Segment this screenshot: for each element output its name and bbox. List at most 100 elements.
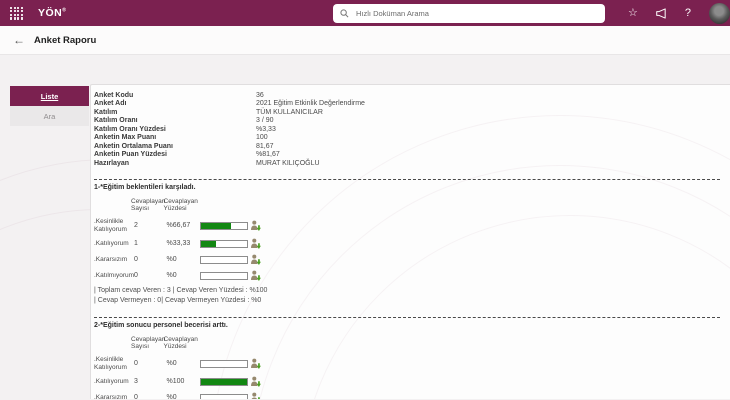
summary-line: | Toplam cevap Veren : 3 | Cevap Veren Y…	[94, 286, 720, 296]
answer-bar	[199, 393, 248, 399]
announcements-icon[interactable]	[655, 7, 668, 19]
user-avatar[interactable]	[709, 2, 730, 24]
report-panel: Anket Kodu 36 Anket Adı 2021 Eğitim Etkinli…	[90, 84, 730, 399]
respondents-person-icon[interactable]	[250, 238, 261, 250]
app-launcher-icon[interactable]	[10, 6, 23, 20]
answer-bar	[199, 271, 248, 280]
info-row-value: %3,33	[256, 125, 276, 133]
answer-bar	[199, 255, 248, 264]
info-row-label: Anketin Ortalama Puanı	[94, 142, 173, 150]
column-header: Cevaplayan Yüzdesi	[163, 336, 198, 351]
answer-label: .Kararsızım	[94, 394, 128, 399]
search-box	[333, 4, 605, 23]
info-row-value: 2021 Eğitim Etkinlik Değerlendirme	[256, 100, 365, 108]
answer-percent: %0	[166, 394, 177, 399]
questions-container: 1-*Eğitim beklentileri karşıladı. Cevapla…	[94, 179, 720, 399]
answer-count: 0	[134, 256, 138, 264]
respondents-person-icon[interactable]	[250, 376, 261, 388]
answer-row: .Katılıyorum 3 %100	[94, 376, 720, 388]
info-row-label: Anket Kodu	[94, 92, 134, 99]
answer-label: .Katılıyorum	[94, 378, 129, 386]
question-block: 2-*Eğitim sonucu personel becerisi arttı…	[94, 317, 720, 399]
respondents-person-icon[interactable]	[250, 392, 261, 399]
answer-count: 1	[134, 240, 138, 248]
column-header: Cevaplayan Yüzdesi	[163, 198, 198, 213]
info-row-value: 100	[256, 134, 268, 142]
answer-bar	[199, 377, 248, 386]
back-button[interactable]: ←	[13, 33, 25, 47]
info-row-label: Anket Adı	[94, 100, 127, 108]
info-row-value: 36	[256, 92, 264, 99]
answer-row: .Kesinlikle Katılıyorum 2 %66,67	[94, 218, 720, 233]
answer-bar	[199, 359, 248, 368]
info-row: Anket Kodu 36	[94, 92, 720, 100]
respondents-person-icon[interactable]	[250, 270, 261, 282]
info-row: Anketin Max Puanı 100	[94, 134, 720, 142]
sidebar-tab-liste[interactable]: Liste	[10, 86, 89, 106]
answer-bar-fill	[200, 222, 232, 229]
info-table: Anket Kodu 36 Anket Adı 2021 Eğitim Etkinli…	[94, 92, 720, 168]
answer-percent: %0	[166, 256, 177, 264]
info-row-label: Katılım Oranı	[94, 117, 138, 125]
info-row: Anketin Ortalama Puanı 81,67	[94, 143, 720, 151]
question-title: 2-*Eğitim sonucu personel becerisi arttı…	[94, 322, 228, 330]
respondents-person-icon[interactable]	[250, 254, 261, 266]
answer-percent: %0	[166, 360, 177, 368]
info-row-value: %81,67	[256, 151, 280, 159]
respondents-person-icon[interactable]	[250, 358, 261, 370]
answer-percent: %100	[166, 378, 185, 386]
question-title: 1-*Eğitim beklentileri karşıladı.	[94, 184, 196, 192]
info-row: Anket Adı 2021 Eğitim Etkinlik Değerlendi…	[94, 100, 720, 108]
favorites-star-icon[interactable]: ☆	[628, 6, 638, 19]
logo-text: YÖN	[38, 7, 63, 19]
answer-label: .Katılıyorum	[94, 240, 129, 248]
info-row-label: Katılım Oranı Yüzdesi	[94, 125, 166, 133]
answer-bar	[199, 221, 248, 230]
search-input[interactable]	[354, 8, 598, 19]
summary-line: | Cevap Vermeyen : 0| Cevap Vermeyen Yüz…	[94, 296, 720, 306]
info-row-label: Katılım	[94, 108, 118, 116]
answer-percent: %33,33	[166, 240, 191, 248]
respondents-person-icon[interactable]	[250, 220, 261, 232]
info-row: Katılım Oranı Yüzdesi %3,33	[94, 126, 720, 134]
answer-percent: %0	[166, 272, 177, 280]
answer-row: .Kararsızım 0 %0	[94, 254, 720, 266]
summary-segment: | Cevap Vermeyen : 0	[94, 297, 162, 305]
top-header: YÖN® ☆ ?	[0, 0, 730, 26]
info-row: Anketin Puan Yüzdesi %81,67	[94, 151, 720, 159]
help-icon[interactable]: ?	[684, 6, 691, 19]
app-logo[interactable]: YÖN®	[38, 7, 66, 19]
sidebar-tab-ara[interactable]: Ara	[10, 106, 89, 126]
answer-label: .Kararsızım	[94, 256, 128, 264]
info-row-value: 3 / 90	[256, 117, 274, 125]
page-title-bar: ← Anket Raporu	[0, 26, 730, 55]
answer-count: 0	[134, 272, 138, 280]
answer-label: .Kesinlikle Katılıyorum	[94, 356, 127, 371]
answer-row: .Katılmıyorum 0 %0	[94, 270, 720, 282]
sidebar-tabs: Liste Ara	[10, 86, 89, 126]
question-block: 1-*Eğitim beklentileri karşıladı. Cevapla…	[94, 179, 720, 306]
question-column-headers: Cevaplayan Sayısı Cevaplayan Yüzdesi	[131, 336, 720, 350]
answer-bar-fill	[200, 378, 247, 385]
answer-count: 3	[134, 378, 138, 386]
answer-count: 0	[134, 394, 138, 399]
answer-row: .Katılıyorum 1 %33,33	[94, 238, 720, 250]
info-row-label: Hazırlayan	[94, 159, 130, 167]
summary-segment: | Toplam cevap Veren : 3 | Cevap Veren Y…	[94, 287, 268, 295]
answer-label: .Katılmıyorum	[94, 272, 135, 280]
answer-count: 2	[134, 222, 138, 230]
registered-mark: ®	[62, 7, 67, 14]
column-header: Cevaplayan Sayısı	[131, 336, 166, 351]
answer-count: 0	[134, 360, 138, 368]
question-column-headers: Cevaplayan Sayısı Cevaplayan Yüzdesi	[131, 198, 720, 212]
answer-row: .Kesinlikle Katılıyorum 0 %0	[94, 356, 720, 371]
info-row-value: 81,67	[256, 142, 274, 150]
info-row-label: Anketin Puan Yüzdesi	[94, 151, 167, 159]
answer-percent: %66,67	[166, 222, 191, 230]
info-row: Katılım Oranı 3 / 90	[94, 117, 720, 125]
info-row-value: MURAT KILIÇOĞLU	[256, 159, 320, 167]
summary-segment: | Cevap Vermeyen Yüzdesi : %0	[161, 297, 262, 305]
search-icon	[340, 9, 349, 18]
column-header: Cevaplayan Sayısı	[131, 198, 166, 213]
header-icons: ☆ ?	[628, 0, 730, 26]
